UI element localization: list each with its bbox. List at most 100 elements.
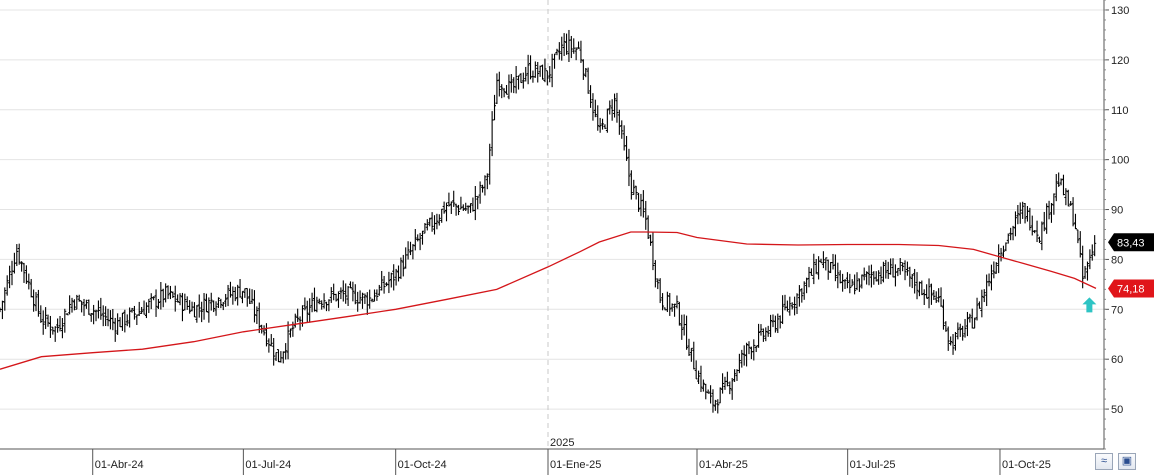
price-bar-243 bbox=[581, 59, 585, 80]
price-bar-386 bbox=[925, 284, 929, 299]
price-bar-20 bbox=[46, 314, 50, 327]
price-bar-275 bbox=[658, 278, 662, 304]
zoom-fit-button[interactable]: ≈ bbox=[1095, 453, 1113, 470]
price-bar-355 bbox=[850, 279, 854, 287]
price-bar-168 bbox=[401, 254, 405, 277]
price-bar-377 bbox=[903, 260, 907, 281]
price-bar-28 bbox=[65, 313, 69, 316]
price-bar-290 bbox=[694, 360, 698, 380]
price-bar-183 bbox=[437, 214, 441, 226]
price-bar-344 bbox=[824, 257, 828, 271]
price-bar-108 bbox=[257, 302, 261, 334]
price-bar-105 bbox=[250, 289, 254, 304]
y-tick-label-0: 50 bbox=[1111, 404, 1123, 416]
price-bar-292 bbox=[699, 365, 703, 393]
price-bar-451 bbox=[1081, 245, 1085, 289]
price-bar-68 bbox=[161, 288, 165, 308]
price-bar-29 bbox=[68, 295, 72, 315]
price-bar-401 bbox=[961, 325, 965, 341]
price-bar-404 bbox=[968, 313, 972, 323]
price-bar-60 bbox=[142, 300, 146, 315]
price-bar-423 bbox=[1013, 211, 1017, 237]
price-bar-140 bbox=[334, 293, 338, 302]
price-bar-181 bbox=[433, 215, 437, 235]
price-bar-363 bbox=[869, 264, 873, 288]
price-bar-268 bbox=[641, 190, 645, 218]
price-bar-384 bbox=[920, 280, 924, 296]
price-bar-354 bbox=[848, 273, 852, 294]
price-bar-92 bbox=[219, 298, 223, 309]
price-bar-147 bbox=[351, 281, 355, 302]
price-bar-434 bbox=[1040, 221, 1044, 251]
price-bar-301 bbox=[721, 373, 725, 394]
price-bar-432 bbox=[1035, 220, 1039, 243]
price-bar-370 bbox=[886, 261, 890, 279]
price-bar-174 bbox=[416, 234, 420, 242]
price-bar-437 bbox=[1047, 200, 1051, 220]
price-bar-93 bbox=[221, 301, 225, 311]
zoom-fit-icon: ≈ bbox=[1100, 455, 1108, 467]
price-bar-288 bbox=[689, 347, 693, 362]
price-bar-151 bbox=[360, 292, 364, 309]
price-bar-216 bbox=[517, 75, 521, 90]
price-bar-422 bbox=[1011, 225, 1015, 241]
price-bar-248 bbox=[593, 99, 597, 118]
price-bar-284 bbox=[680, 314, 684, 340]
x-tick-label-6: 01-Oct-25 bbox=[1002, 459, 1051, 471]
price-bar-438 bbox=[1049, 202, 1053, 223]
price-bar-236 bbox=[565, 33, 569, 55]
price-bar-239 bbox=[572, 38, 576, 54]
price-bar-170 bbox=[406, 241, 410, 260]
price-bar-235 bbox=[562, 33, 566, 57]
price-bar-319 bbox=[764, 327, 768, 342]
price-bar-443 bbox=[1061, 174, 1065, 196]
price-bar-237 bbox=[567, 29, 571, 62]
price-bar-127 bbox=[303, 297, 307, 311]
price-bar-429 bbox=[1028, 207, 1032, 231]
price-bar-71 bbox=[168, 285, 172, 300]
price-bar-263 bbox=[629, 170, 633, 200]
price-bar-320 bbox=[766, 325, 770, 337]
price-bar-1 bbox=[0, 300, 4, 320]
price-bar-221 bbox=[529, 55, 533, 80]
price-bar-228 bbox=[545, 70, 549, 86]
price-bar-219 bbox=[524, 66, 528, 82]
price-bar-390 bbox=[934, 291, 938, 303]
price-bar-367 bbox=[879, 266, 883, 285]
price-bar-264 bbox=[632, 179, 636, 196]
price-bar-271 bbox=[649, 234, 653, 246]
price-bar-218 bbox=[521, 72, 525, 89]
price-bar-356 bbox=[853, 274, 857, 295]
price-bar-446 bbox=[1069, 201, 1073, 206]
price-bar-445 bbox=[1066, 189, 1070, 207]
year-label: 2025 bbox=[550, 437, 574, 449]
x-tick-label-3: 01-Ene-25 bbox=[550, 459, 601, 471]
price-bar-148 bbox=[353, 284, 357, 305]
price-bar-337 bbox=[807, 266, 811, 288]
price-bar-137 bbox=[327, 299, 331, 312]
price-bar-326 bbox=[781, 295, 785, 325]
price-bar-342 bbox=[819, 258, 823, 264]
price-bar-95 bbox=[226, 284, 230, 307]
price-bar-8 bbox=[17, 243, 21, 265]
ma-value-badge: 74,18 bbox=[1108, 279, 1154, 298]
price-bar-281 bbox=[673, 303, 677, 317]
price-bar-214 bbox=[512, 77, 516, 94]
price-bar-391 bbox=[937, 288, 941, 303]
price-bar-415 bbox=[994, 262, 998, 274]
price-bar-215 bbox=[514, 66, 518, 94]
price-bar-86 bbox=[204, 293, 208, 313]
price-bar-265 bbox=[634, 185, 638, 200]
price-bar-208 bbox=[497, 71, 501, 97]
price-bar-357 bbox=[855, 272, 859, 291]
price-bar-177 bbox=[423, 223, 427, 234]
price-bar-413 bbox=[989, 264, 993, 291]
save-button[interactable]: ▣ bbox=[1118, 453, 1136, 470]
price-bar-383 bbox=[917, 281, 921, 297]
price-bar-399 bbox=[956, 322, 960, 340]
price-bar-350 bbox=[838, 270, 842, 284]
price-bar-87 bbox=[207, 297, 211, 323]
price-bar-176 bbox=[421, 230, 425, 245]
price-bar-143 bbox=[341, 280, 345, 302]
price-bar-144 bbox=[344, 283, 348, 304]
